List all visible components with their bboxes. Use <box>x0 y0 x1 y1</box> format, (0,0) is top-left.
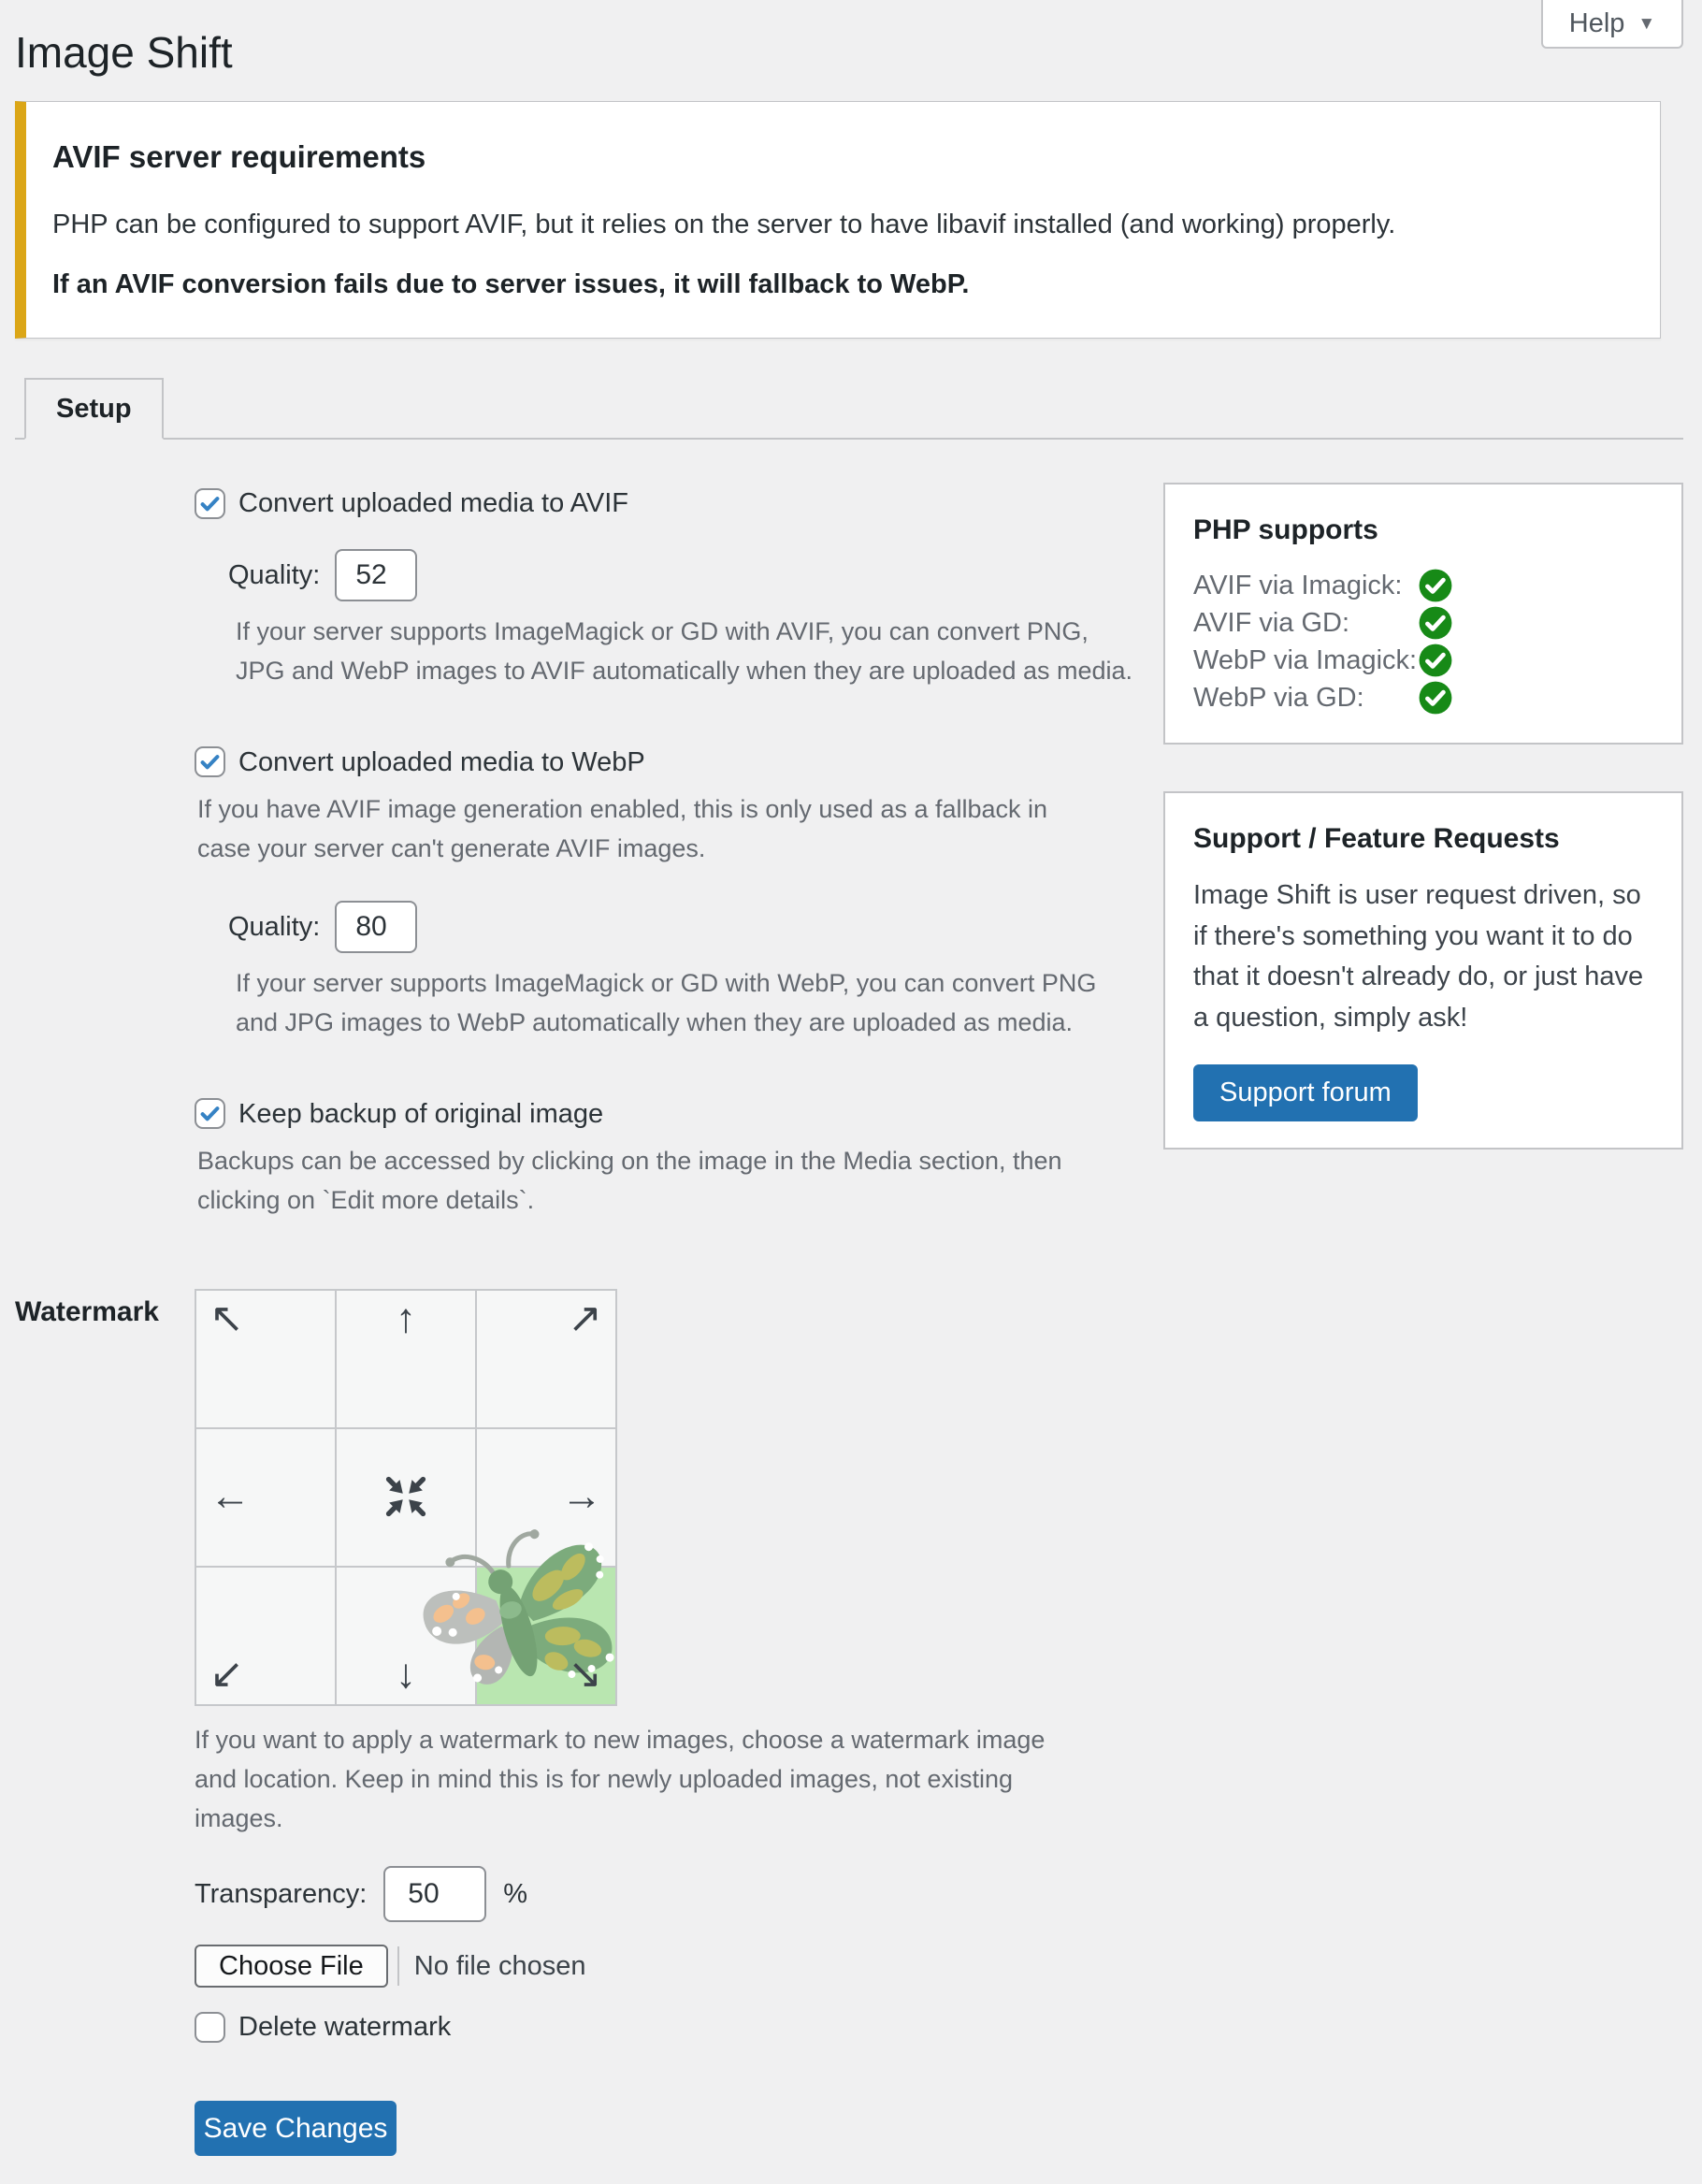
check-circle-icon <box>1418 643 1453 678</box>
tab-setup[interactable]: Setup <box>24 377 164 441</box>
avif-section: Convert uploaded media to AVIF Quality: … <box>195 485 1163 690</box>
php-supports-card: PHP supports AVIF via Imagick: AVIF via … <box>1163 483 1683 745</box>
transparency-label: Transparency: <box>195 1879 368 1910</box>
keep-backup-label: Keep backup of original image <box>238 1098 604 1129</box>
transparency-input[interactable] <box>383 1866 487 1923</box>
watermark-position-center[interactable] <box>336 1427 476 1567</box>
help-button-label: Help <box>1568 7 1625 38</box>
backup-section: Keep backup of original image Backups ca… <box>195 1095 1163 1221</box>
check-circle-icon <box>1418 680 1453 716</box>
watermark-description: If you want to apply a watermark to new … <box>195 1725 1046 1832</box>
file-status-text: No file chosen <box>413 1951 586 1982</box>
avif-quality-input[interactable] <box>335 548 418 601</box>
settings-form: Convert uploaded media to AVIF Quality: … <box>15 440 1163 1246</box>
arrow-up-left-icon: ↖ <box>209 1294 244 1341</box>
php-supports-heading: PHP supports <box>1193 514 1378 546</box>
arrow-right-icon: → <box>561 1472 602 1519</box>
webp-section: Convert uploaded media to WebP If you ha… <box>195 744 1163 1043</box>
avif-enable-checkbox[interactable] <box>195 488 225 520</box>
save-changes-button[interactable]: Save Changes <box>195 2101 397 2157</box>
arrow-up-right-icon: ↗ <box>568 1294 602 1341</box>
choose-file-button[interactable]: Choose File <box>195 1945 388 1989</box>
php-support-row: WebP via Imagick: <box>1193 642 1653 679</box>
watermark-position-left[interactable]: ← <box>195 1427 336 1567</box>
php-support-row: AVIF via GD: <box>1193 604 1653 642</box>
webp-description: If your server supports ImageMagick or G… <box>236 968 1097 1036</box>
chevron-down-icon: ▼ <box>1637 13 1656 34</box>
notice-body: PHP can be configured to support AVIF, b… <box>52 209 1396 239</box>
arrow-down-left-icon: ↙ <box>209 1650 244 1697</box>
avif-description: If your server supports ImageMagick or G… <box>236 616 1133 685</box>
avif-quality-label: Quality: <box>228 559 321 590</box>
arrow-up-icon: ↑ <box>396 1294 416 1341</box>
page-title: Image Shift <box>15 28 233 77</box>
webp-enable-label: Convert uploaded media to WebP <box>238 746 645 777</box>
check-circle-icon <box>1418 568 1453 603</box>
arrow-down-icon: ↓ <box>396 1650 416 1697</box>
notice-bold-note: If an AVIF conversion fails due to serve… <box>52 269 970 300</box>
keep-backup-checkbox[interactable] <box>195 1098 225 1130</box>
avif-enable-label: Convert uploaded media to AVIF <box>238 488 628 519</box>
watermark-section-label: Watermark <box>15 1295 159 1327</box>
support-body: Image Shift is user request driven, so i… <box>1193 880 1644 1033</box>
watermark-position-top[interactable]: ↑ <box>336 1289 476 1428</box>
arrow-left-icon: ← <box>209 1472 251 1519</box>
center-converge-icon <box>385 1476 426 1517</box>
php-support-row: AVIF via Imagick: <box>1193 567 1653 604</box>
watermark-section: Watermark ↖ ↑ ↗ ← <box>15 1288 1683 2184</box>
backup-description: Backups can be accessed by clicking on t… <box>197 1147 1062 1215</box>
settings-tabs: Setup <box>15 377 1683 441</box>
check-circle-icon <box>1418 605 1453 641</box>
arrow-down-right-icon: ↘ <box>568 1650 602 1697</box>
support-card: Support / Feature Requests Image Shift i… <box>1163 791 1683 1150</box>
transparency-unit: % <box>503 1879 528 1910</box>
support-heading: Support / Feature Requests <box>1193 823 1560 855</box>
watermark-position-top-left[interactable]: ↖ <box>195 1289 336 1428</box>
support-forum-button[interactable]: Support forum <box>1193 1064 1418 1122</box>
webp-enable-checkbox[interactable] <box>195 746 225 778</box>
watermark-position-top-right[interactable]: ↗ <box>476 1289 616 1428</box>
notice-heading: AVIF server requirements <box>52 139 426 175</box>
webp-fallback-note: If you have AVIF image generation enable… <box>197 795 1048 863</box>
watermark-position-grid: ↖ ↑ ↗ ← <box>195 1288 617 1706</box>
webp-quality-input[interactable] <box>335 900 418 953</box>
avif-requirements-notice: AVIF server requirements PHP can be conf… <box>15 101 1661 339</box>
php-support-row: WebP via GD: <box>1193 679 1653 716</box>
webp-quality-label: Quality: <box>228 911 321 942</box>
watermark-position-bottom-left[interactable]: ↙ <box>195 1566 336 1705</box>
file-input-divider <box>397 1946 399 1987</box>
help-button[interactable]: Help ▼ <box>1541 0 1683 49</box>
watermark-butterfly-image <box>423 1529 614 1685</box>
